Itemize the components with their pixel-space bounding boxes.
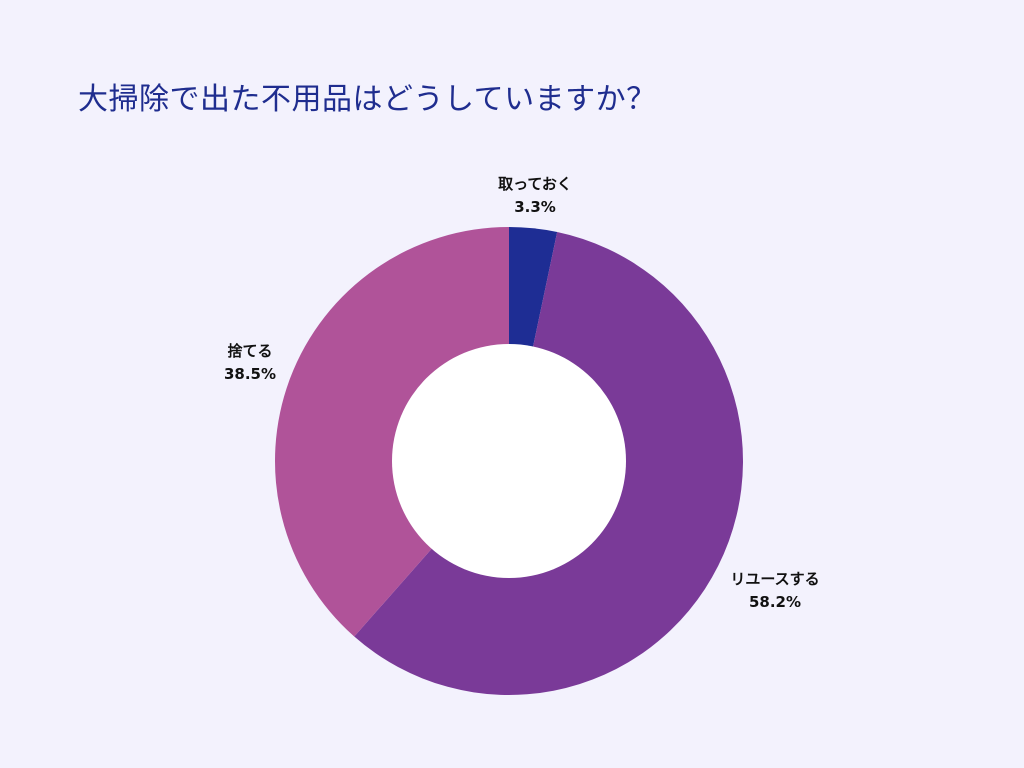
slice-category-reuse: リユースする (730, 570, 820, 588)
slice-value-reuse: 58.2% (748, 593, 802, 611)
slice-label-reuse: リユースする 58.2% (700, 568, 850, 614)
slice-label-keep: 取っておく 3.3% (460, 173, 610, 219)
slice-label-discard: 捨てる 38.5% (180, 340, 320, 386)
slice-category-discard: 捨てる (227, 342, 273, 360)
slice-discard (274, 227, 509, 637)
slice-category-keep: 取っておく (498, 175, 572, 193)
chart-title: 大掃除で出た不用品はどうしていますか？ (78, 82, 657, 117)
slice-value-discard: 38.5% (223, 365, 277, 383)
slice-value-keep: 3.3% (514, 198, 556, 216)
donut-hole (392, 344, 626, 578)
